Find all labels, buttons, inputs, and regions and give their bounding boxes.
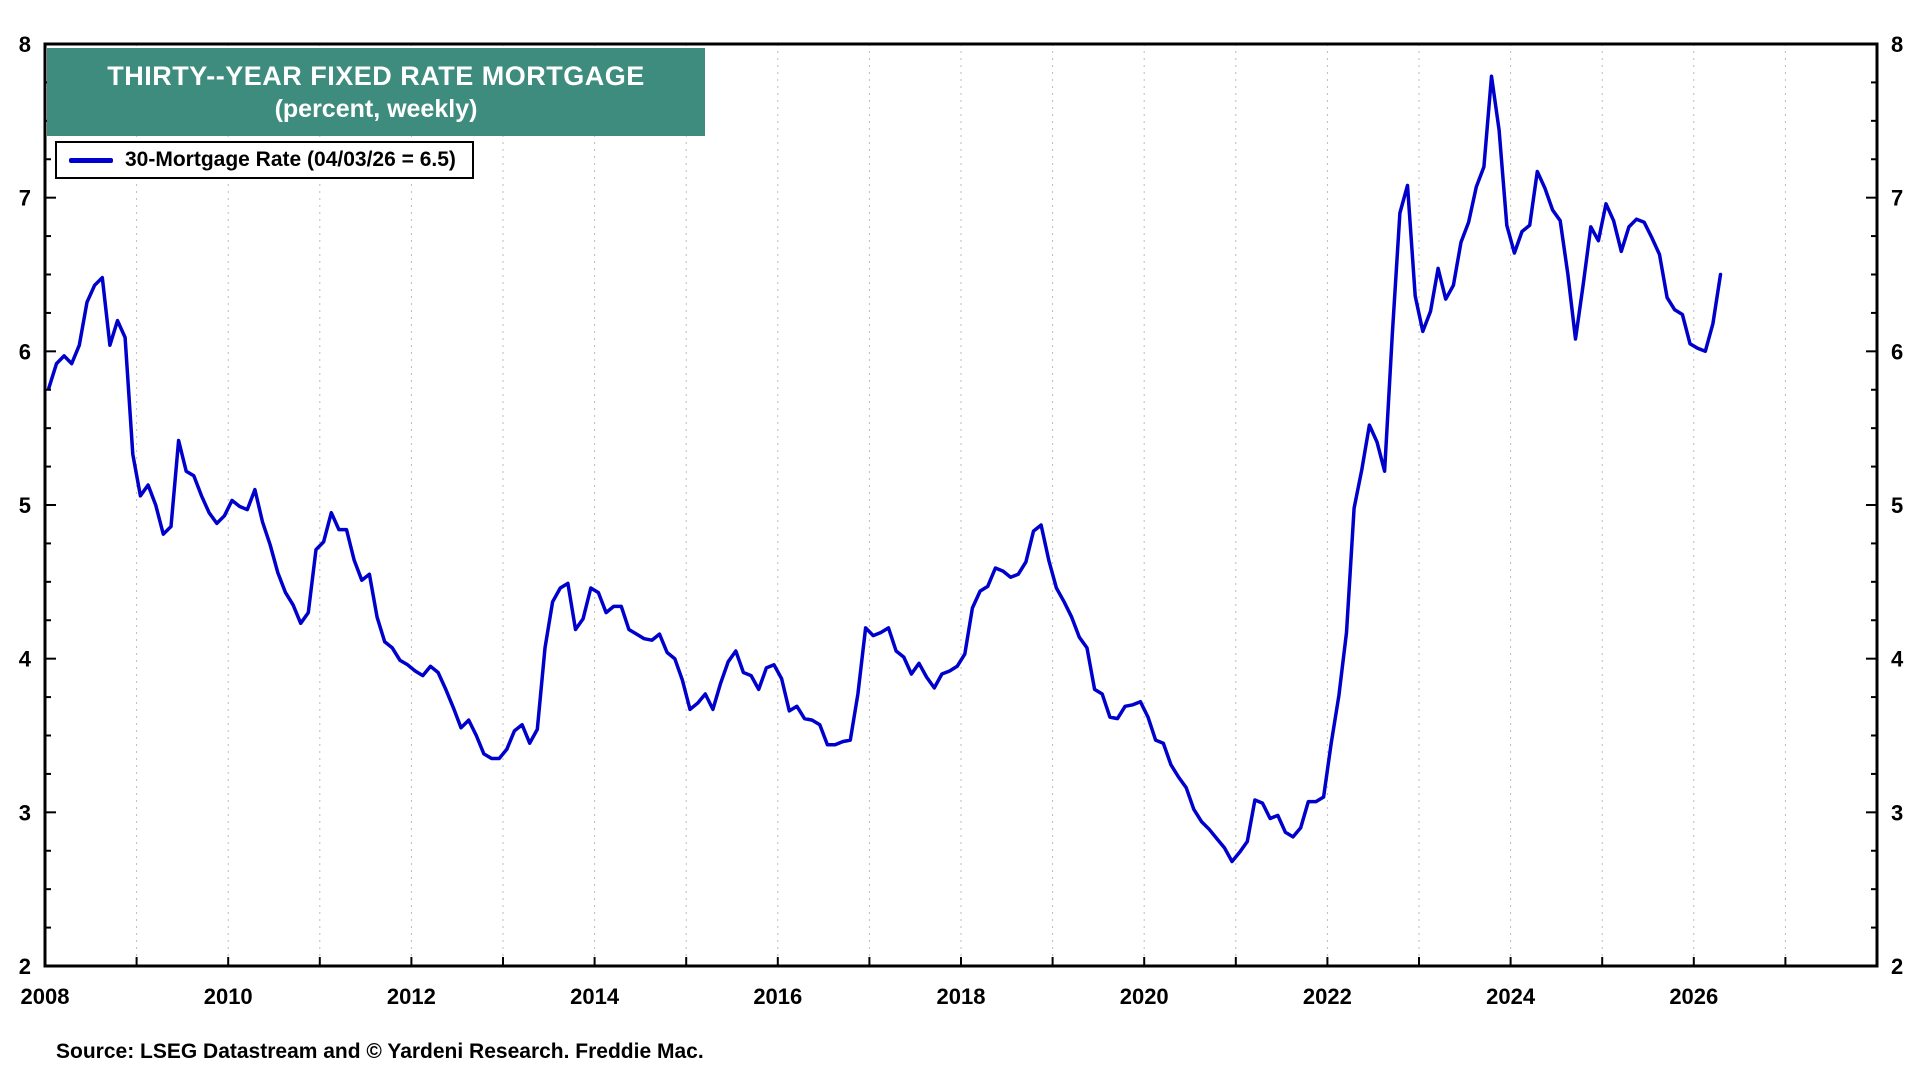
x-tick-label: 2010 — [204, 984, 253, 1009]
x-tick-label: 2014 — [570, 984, 620, 1009]
x-tick-label: 2016 — [753, 984, 802, 1009]
y-tick-label-right: 5 — [1891, 493, 1903, 518]
chart-title-box: THIRTY--YEAR FIXED RATE MORTGAGE (percen… — [47, 48, 705, 136]
y-tick-label-right: 4 — [1891, 647, 1904, 672]
y-tick-label-right: 8 — [1891, 32, 1903, 57]
x-tick-label: 2012 — [387, 984, 436, 1009]
x-tick-label: 2022 — [1303, 984, 1352, 1009]
x-tick-label: 2024 — [1486, 984, 1536, 1009]
plot-border — [43, 42, 1879, 968]
source-note: Source: LSEG Datastream and © Yardeni Re… — [56, 1040, 704, 1063]
y-tick-label-right: 6 — [1891, 339, 1903, 364]
y-tick-label-left: 2 — [19, 954, 31, 979]
y-tick-label-right: 7 — [1891, 186, 1903, 211]
legend: 30-Mortgage Rate (04/03/26 = 6.5) — [55, 141, 474, 179]
mortgage-rate-line — [47, 74, 1723, 864]
x-tick-label: 2026 — [1669, 984, 1718, 1009]
y-tick-label-left: 7 — [19, 186, 31, 211]
legend-label: 30-Mortgage Rate (04/03/26 = 6.5) — [125, 148, 456, 171]
y-tick-label-right: 2 — [1891, 954, 1903, 979]
legend-line-icon — [69, 157, 113, 163]
y-tick-label-left: 4 — [19, 647, 32, 672]
x-tick-label: 2008 — [21, 984, 70, 1009]
y-tick-label-left: 6 — [19, 339, 31, 364]
x-tick-label: 2020 — [1120, 984, 1169, 1009]
y-tick-label-left: 8 — [19, 32, 31, 57]
chart-subtitle: (percent, weekly) — [274, 94, 478, 123]
y-tick-label-left: 3 — [19, 800, 31, 825]
y-tick-label-right: 3 — [1891, 800, 1903, 825]
y-tick-label-left: 5 — [19, 493, 31, 518]
x-tick-label: 2018 — [937, 984, 986, 1009]
chart-title: THIRTY--YEAR FIXED RATE MORTGAGE — [107, 61, 645, 92]
